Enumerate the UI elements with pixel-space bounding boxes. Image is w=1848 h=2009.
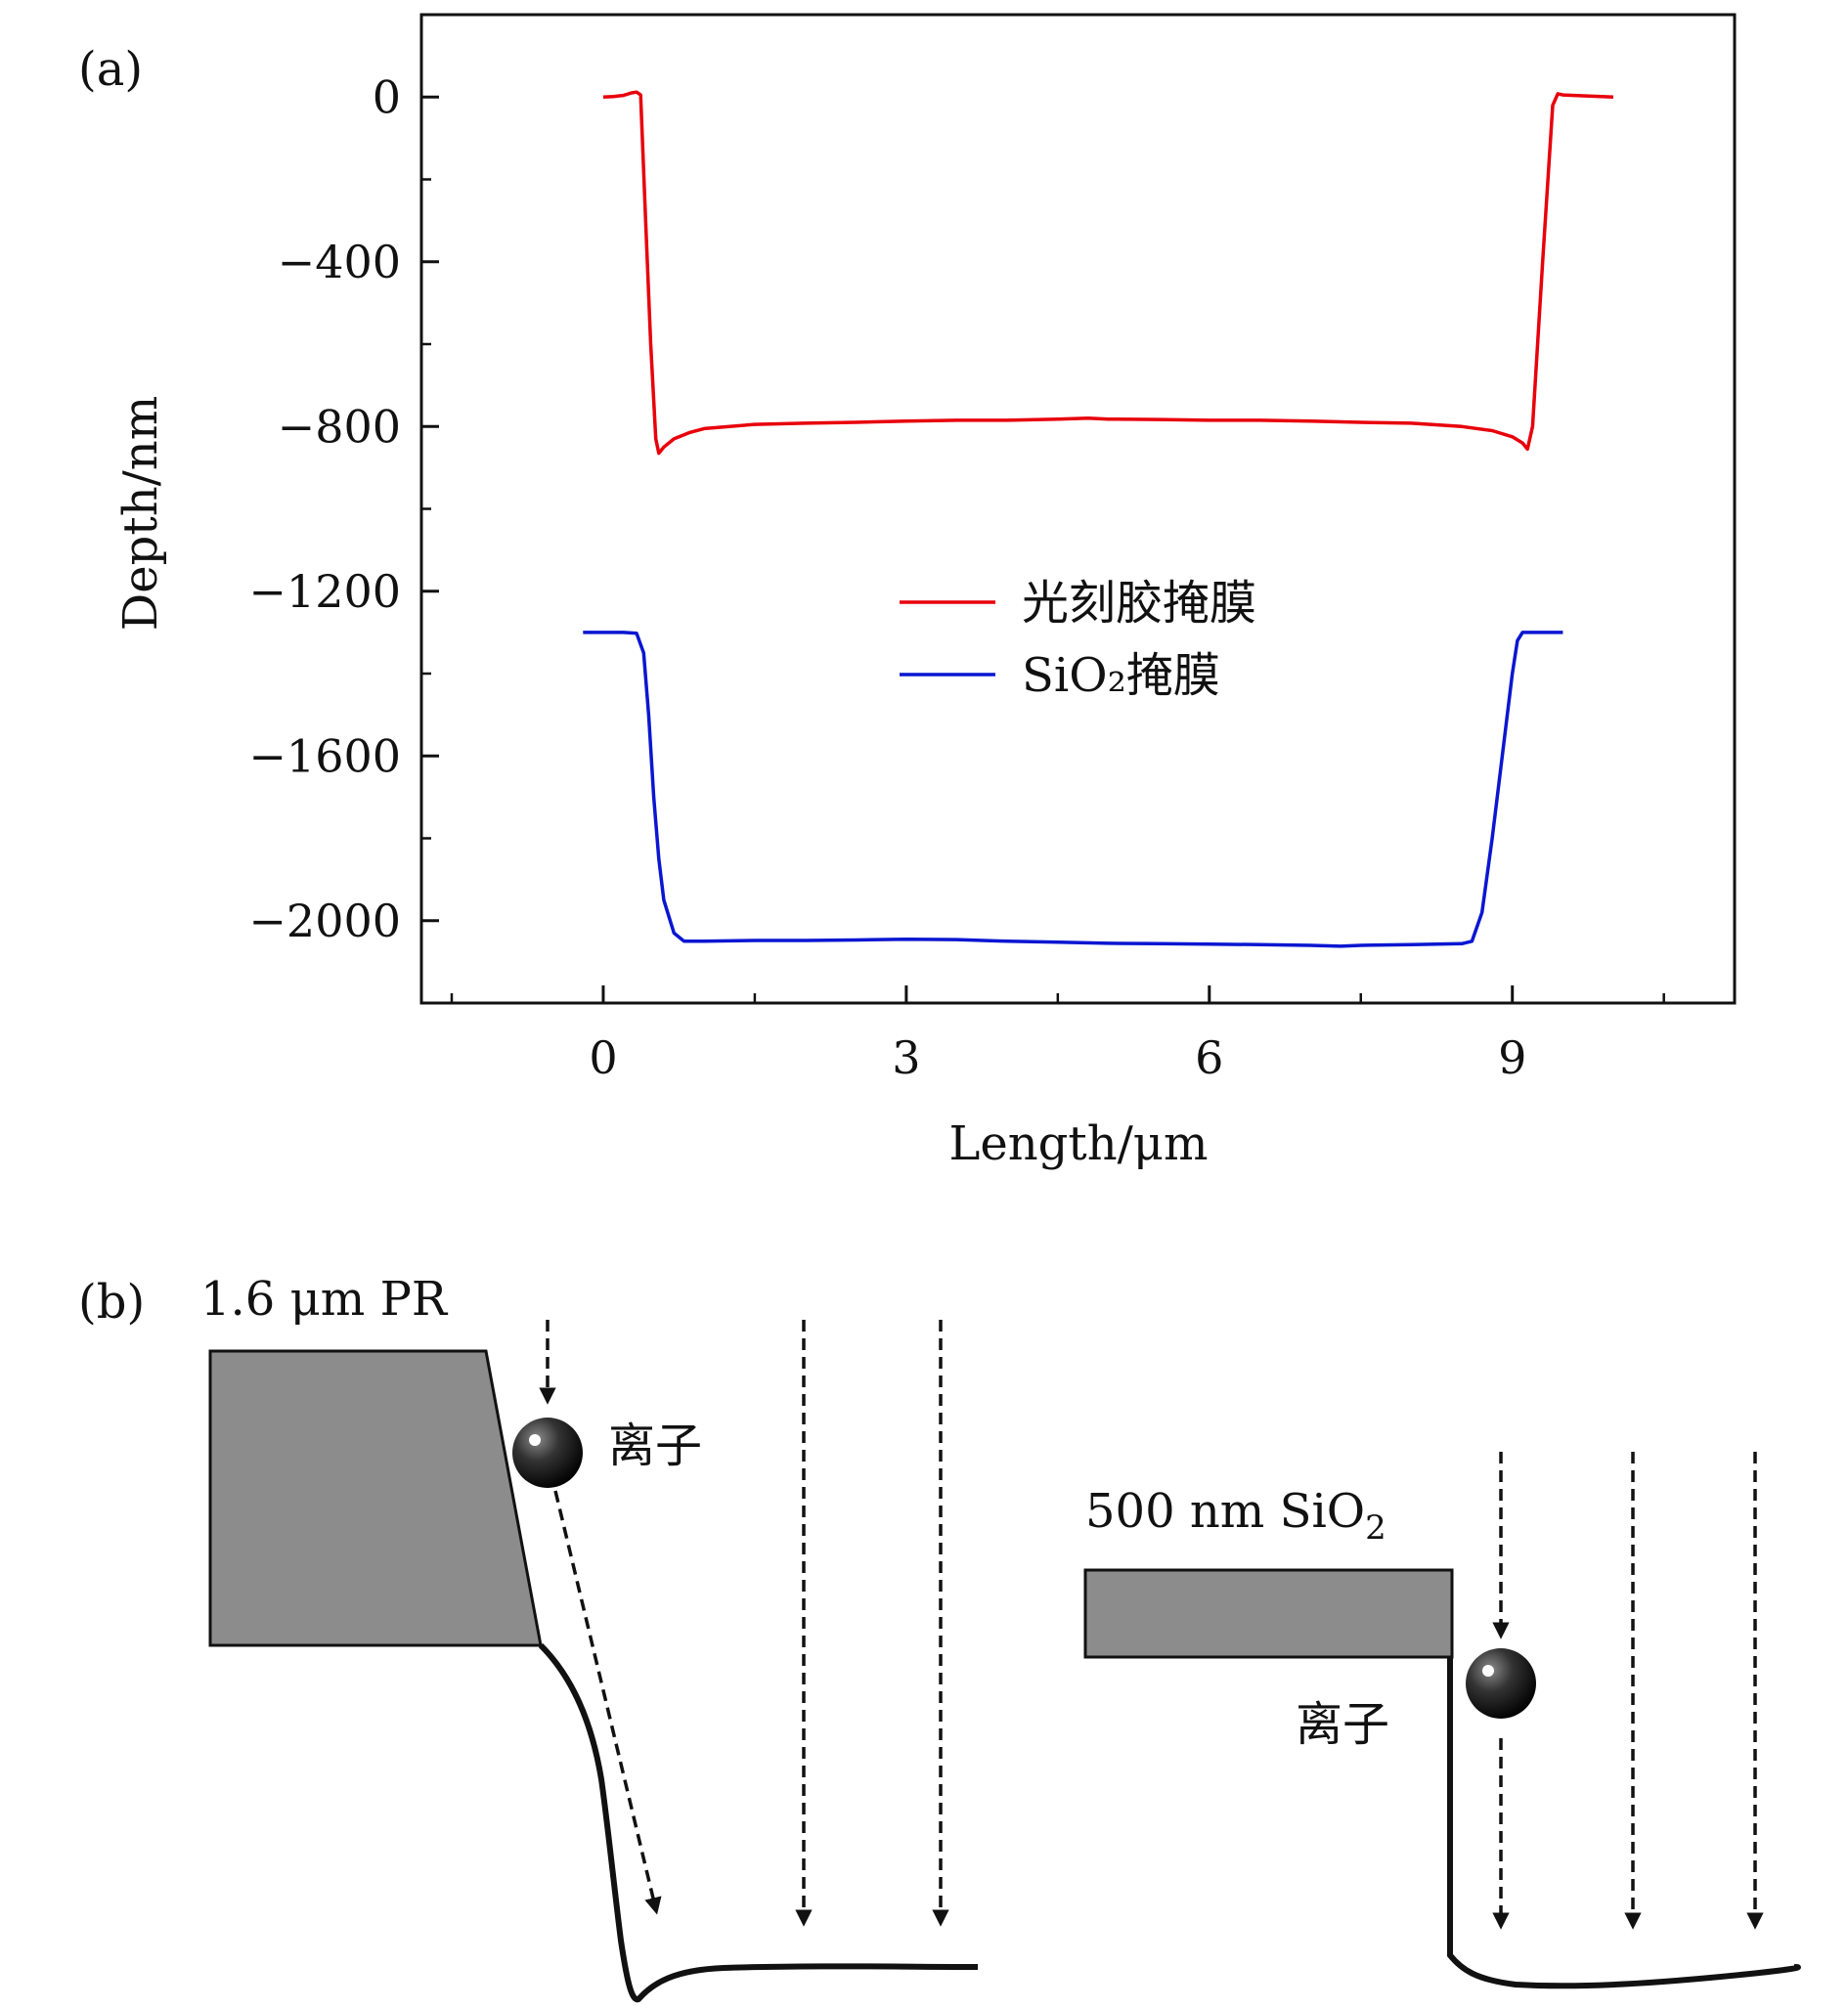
y-axis-ticks [421, 95, 439, 923]
sio2-mask [1083, 1568, 1454, 1659]
x-axis-ticks [450, 985, 1665, 1003]
ion-arrow-pr-oblique [553, 1490, 662, 1915]
sio2-etch-profile [1447, 1657, 1801, 1989]
series-lines [583, 90, 1614, 948]
panel-b-label: (b) [78, 1275, 145, 1330]
y-tick-label: 0 [373, 70, 401, 123]
ion-ball-right [1466, 1648, 1536, 1719]
series-line-photoresist [602, 90, 1614, 456]
x-axis-tick-labels: 0 3 6 9 [589, 1031, 1526, 1084]
x-tick-label: 3 [892, 1031, 920, 1084]
x-tick-label: 9 [1498, 1031, 1526, 1084]
photoresist-thickness-label: 1.6 μm PR [200, 1272, 449, 1327]
chart-legend: 光刻胶掩膜 SiO₂掩膜 [900, 576, 1256, 703]
panel-a-label: (a) [78, 42, 143, 97]
x-tick-label: 0 [589, 1031, 617, 1084]
y-axis-tick-labels: 0 −400 −800 −1200 −1600 −2000 [248, 70, 401, 947]
depth-profile-chart: (a) 0 −400 −800 −1200 −1600 −2000 0 3 6 9 Length… [78, 13, 1737, 1171]
sio2-thickness-label: 500 nm SiO2 [1085, 1484, 1386, 1548]
y-tick-label: −1200 [248, 565, 401, 618]
y-axis-label: Depth/nm [113, 396, 168, 631]
sio2-thickness-text: 500 nm SiO [1085, 1484, 1365, 1539]
y-tick-label: −400 [278, 236, 401, 288]
ion-label-right: 离子 [1296, 1697, 1389, 1752]
photoresist-etch-profile [538, 1642, 979, 2003]
y-tick-label: −1600 [248, 729, 401, 782]
plot-frame [419, 13, 1737, 1005]
ion-ball-left [512, 1418, 583, 1488]
x-axis-label: Length/μm [948, 1116, 1208, 1171]
photoresist-mask [208, 1349, 543, 1647]
etching-schematic: (b) 1.6 μm PR 离子 500 nm SiO2 离子 [78, 1272, 1801, 2003]
y-tick-label: −800 [278, 400, 401, 453]
x-tick-label: 6 [1195, 1031, 1223, 1084]
ion-ball-right-highlight [1482, 1665, 1494, 1677]
series-line-sio2 [583, 631, 1563, 948]
y-tick-label: −2000 [248, 895, 401, 947]
sio2-thickness-subscript: 2 [1365, 1508, 1386, 1548]
ion-ball-left-highlight [529, 1434, 541, 1446]
legend-label-photoresist: 光刻胶掩膜 [1022, 576, 1256, 631]
legend-label-sio2: SiO₂掩膜 [1022, 648, 1220, 703]
ion-label-left: 离子 [608, 1419, 702, 1473]
